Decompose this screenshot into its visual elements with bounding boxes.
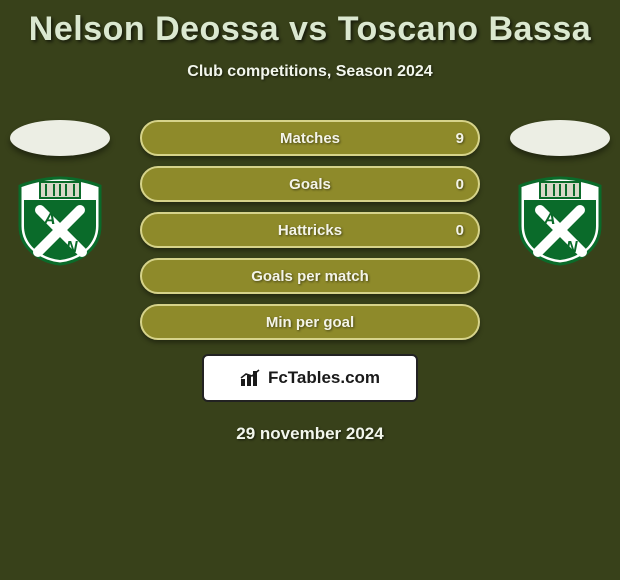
stat-label: Hattricks xyxy=(278,222,342,239)
stat-row: Matches 9 xyxy=(140,120,480,156)
svg-text:N: N xyxy=(66,239,78,256)
stat-label: Goals xyxy=(289,176,331,193)
stat-right-value: 9 xyxy=(456,130,464,147)
page-subtitle: Club competitions, Season 2024 xyxy=(0,63,620,81)
stat-row: Goals per match xyxy=(140,258,480,294)
svg-text:N: N xyxy=(566,239,578,256)
chart-icon xyxy=(240,369,262,387)
brand-badge: FcTables.com xyxy=(202,354,418,402)
stat-row: Min per goal xyxy=(140,304,480,340)
stats-list: Matches 9 Goals 0 Hattricks 0 Goals per … xyxy=(140,120,480,444)
stat-right-value: 0 xyxy=(456,176,464,193)
stat-label: Matches xyxy=(280,130,340,147)
stat-label: Goals per match xyxy=(251,268,369,285)
player-right-column: A N xyxy=(500,120,620,266)
player-left-column: A N xyxy=(0,120,120,266)
shield-icon: A N xyxy=(10,176,110,266)
page-title: Nelson Deossa vs Toscano Bassa xyxy=(0,0,620,49)
player-right-avatar-placeholder xyxy=(510,120,610,156)
stat-label: Min per goal xyxy=(266,314,354,331)
date-text: 29 november 2024 xyxy=(140,424,480,444)
svg-text:A: A xyxy=(543,211,556,228)
player-left-avatar-placeholder xyxy=(10,120,110,156)
comparison-card: Nelson Deossa vs Toscano Bassa Club comp… xyxy=(0,0,620,580)
brand-text: FcTables.com xyxy=(268,368,380,388)
player-right-club-badge: A N xyxy=(510,176,610,266)
shield-icon: A N xyxy=(510,176,610,266)
stat-row: Hattricks 0 xyxy=(140,212,480,248)
svg-text:A: A xyxy=(43,211,56,228)
stat-right-value: 0 xyxy=(456,222,464,239)
stat-row: Goals 0 xyxy=(140,166,480,202)
player-left-club-badge: A N xyxy=(10,176,110,266)
